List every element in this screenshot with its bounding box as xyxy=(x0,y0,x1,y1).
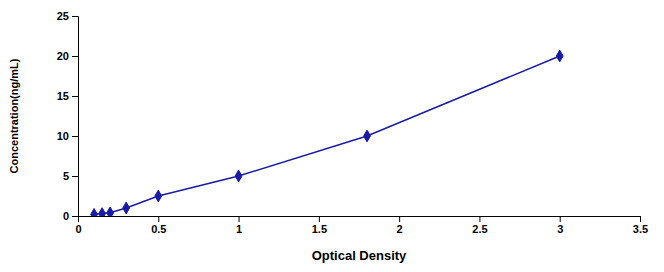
tick-mark xyxy=(479,216,480,222)
tick-label: 20 xyxy=(57,50,69,62)
marker xyxy=(91,209,98,216)
y-axis-title: Concentration(ng/mL) xyxy=(8,58,20,173)
marker xyxy=(556,50,563,62)
tick-mark xyxy=(399,216,400,222)
tick-mark xyxy=(72,176,78,177)
tick: 1.5 xyxy=(312,216,327,235)
tick: 25 xyxy=(57,10,78,22)
tick-mark xyxy=(560,216,561,222)
marker xyxy=(107,207,114,216)
tick-label: 0 xyxy=(75,223,81,235)
x-axis: 0 0.5 1 1.5 2 2.5 3 3.5 xyxy=(75,216,648,235)
marker xyxy=(99,208,106,216)
tick-mark xyxy=(72,16,78,17)
tick-label: 2 xyxy=(397,223,403,235)
axis-line xyxy=(79,217,641,223)
tick: 0.5 xyxy=(151,216,166,235)
tick-label: 0.5 xyxy=(151,223,166,235)
marker xyxy=(123,202,130,214)
line xyxy=(94,56,560,214)
tick: 1 xyxy=(236,216,242,235)
tick-mark xyxy=(158,216,159,222)
tick-mark xyxy=(72,216,78,217)
tick: 2.5 xyxy=(472,216,487,235)
plot: 0 0.5 1 1.5 2 2.5 3 3.5 0 5 10 15 20 25 xyxy=(57,10,648,235)
tick-label: 25 xyxy=(57,10,69,22)
chart: 0 0.5 1 1.5 2 2.5 3 3.5 0 5 10 15 20 25 Optical Densit… xyxy=(0,0,664,272)
axis-line xyxy=(72,17,79,217)
tick-label: 1.5 xyxy=(312,223,327,235)
tick: 20 xyxy=(57,50,78,62)
tick-label: 2.5 xyxy=(472,223,487,235)
tick-label: 1 xyxy=(236,223,242,235)
tick: 0 xyxy=(75,216,81,235)
tick: 10 xyxy=(57,130,78,142)
tick-mark xyxy=(239,216,240,222)
tick-mark xyxy=(72,96,78,97)
tick-label: 0 xyxy=(63,210,69,222)
tick: 15 xyxy=(57,90,78,102)
tick: 2 xyxy=(397,216,403,235)
tick-label: 5 xyxy=(63,170,69,182)
marker xyxy=(155,190,162,202)
tick-mark xyxy=(640,216,641,222)
tick-label: 3.5 xyxy=(633,223,648,235)
tick: 3.5 xyxy=(633,216,648,235)
tick: 0 xyxy=(63,210,78,222)
tick-mark xyxy=(72,56,78,57)
x-axis-title: Optical Density xyxy=(312,248,407,263)
marker xyxy=(364,130,371,142)
marker xyxy=(235,170,242,182)
tick-label: 3 xyxy=(557,223,563,235)
tick-mark xyxy=(319,216,320,222)
tick: 5 xyxy=(63,170,78,182)
tick-label: 15 xyxy=(57,90,69,102)
tick-label: 10 xyxy=(57,130,69,142)
tick-mark xyxy=(72,136,78,137)
tick: 3 xyxy=(557,216,563,235)
marks xyxy=(91,50,563,216)
y-axis: 0 5 10 15 20 25 xyxy=(57,10,79,222)
